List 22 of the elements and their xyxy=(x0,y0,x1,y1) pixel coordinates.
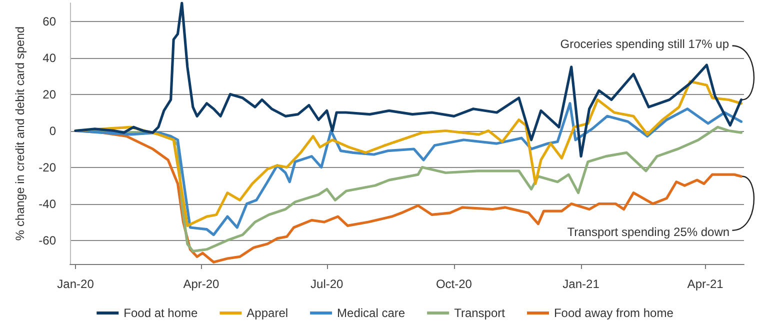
x-tick-label: Oct-20 xyxy=(436,277,472,291)
y-tick-label: 60 xyxy=(42,14,56,28)
y-tick-label: -40 xyxy=(38,196,56,211)
line-series xyxy=(74,2,743,158)
y-tick-label: 0 xyxy=(49,124,56,138)
y-tick-label: -20 xyxy=(38,160,56,174)
legend-label: Apparel xyxy=(246,306,288,320)
annotation: Groceries spending still 17% up xyxy=(560,36,729,51)
y-tick-label: 20 xyxy=(42,87,56,102)
x-tick-label: Apr-21 xyxy=(687,277,724,291)
x-tick-label: Jul-20 xyxy=(310,277,344,291)
x-tick-label: Apr-20 xyxy=(183,277,220,291)
annotation: Transport spending 25% down xyxy=(567,225,730,240)
y-tick-label: 40 xyxy=(42,50,56,65)
x-tick-label: Jan-21 xyxy=(562,277,600,291)
legend-label: Food away from home xyxy=(554,306,674,320)
y-tick-label: -60 xyxy=(38,233,56,248)
y-axis-title: % change in credit and debit card spend xyxy=(13,26,27,241)
legend-label: Food at home xyxy=(124,306,198,320)
legend-label: Medical care xyxy=(337,306,406,320)
x-tick-label: Jan-20 xyxy=(57,277,94,291)
legend-label: Transport xyxy=(454,306,506,320)
